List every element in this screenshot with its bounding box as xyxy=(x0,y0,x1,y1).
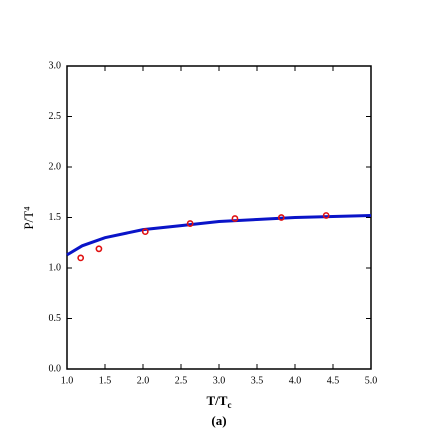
x-tick-label: 5.0 xyxy=(365,375,378,386)
x-axis-label-text: T/T xyxy=(207,393,228,408)
x-tick-label: 4.5 xyxy=(327,375,340,386)
x-tick-label: 2.5 xyxy=(175,375,188,386)
y-axis-label: P/T⁴ xyxy=(21,206,36,230)
y-tick-label: 0.0 xyxy=(49,363,62,374)
x-axis-label: T/Tc xyxy=(207,393,232,410)
data-point xyxy=(186,220,194,227)
x-tick-label: 4.0 xyxy=(289,375,302,386)
caption: (a) xyxy=(211,413,226,428)
y-tick-label: 1.5 xyxy=(49,212,62,223)
data-point xyxy=(77,254,85,262)
curve xyxy=(66,213,372,257)
x-tick-label: 3.0 xyxy=(213,375,226,386)
y-tick-label: 3.0 xyxy=(49,60,62,71)
data-point xyxy=(322,212,330,219)
data-point xyxy=(231,215,239,222)
x-tick-label: 1.0 xyxy=(61,375,74,386)
data-point xyxy=(141,228,149,236)
x-tick-label: 2.0 xyxy=(137,375,150,386)
data-point xyxy=(95,245,103,253)
x-axis-label-subscript: c xyxy=(227,400,231,410)
y-tick-label: 2.0 xyxy=(49,161,62,172)
y-tick-label: 1.0 xyxy=(49,262,62,273)
data-point xyxy=(277,214,285,221)
x-tick-label: 1.5 xyxy=(99,375,112,386)
x-tick-label: 3.5 xyxy=(251,375,264,386)
y-tick-label: 0.5 xyxy=(49,313,62,324)
y-tick-label: 2.5 xyxy=(49,111,62,122)
